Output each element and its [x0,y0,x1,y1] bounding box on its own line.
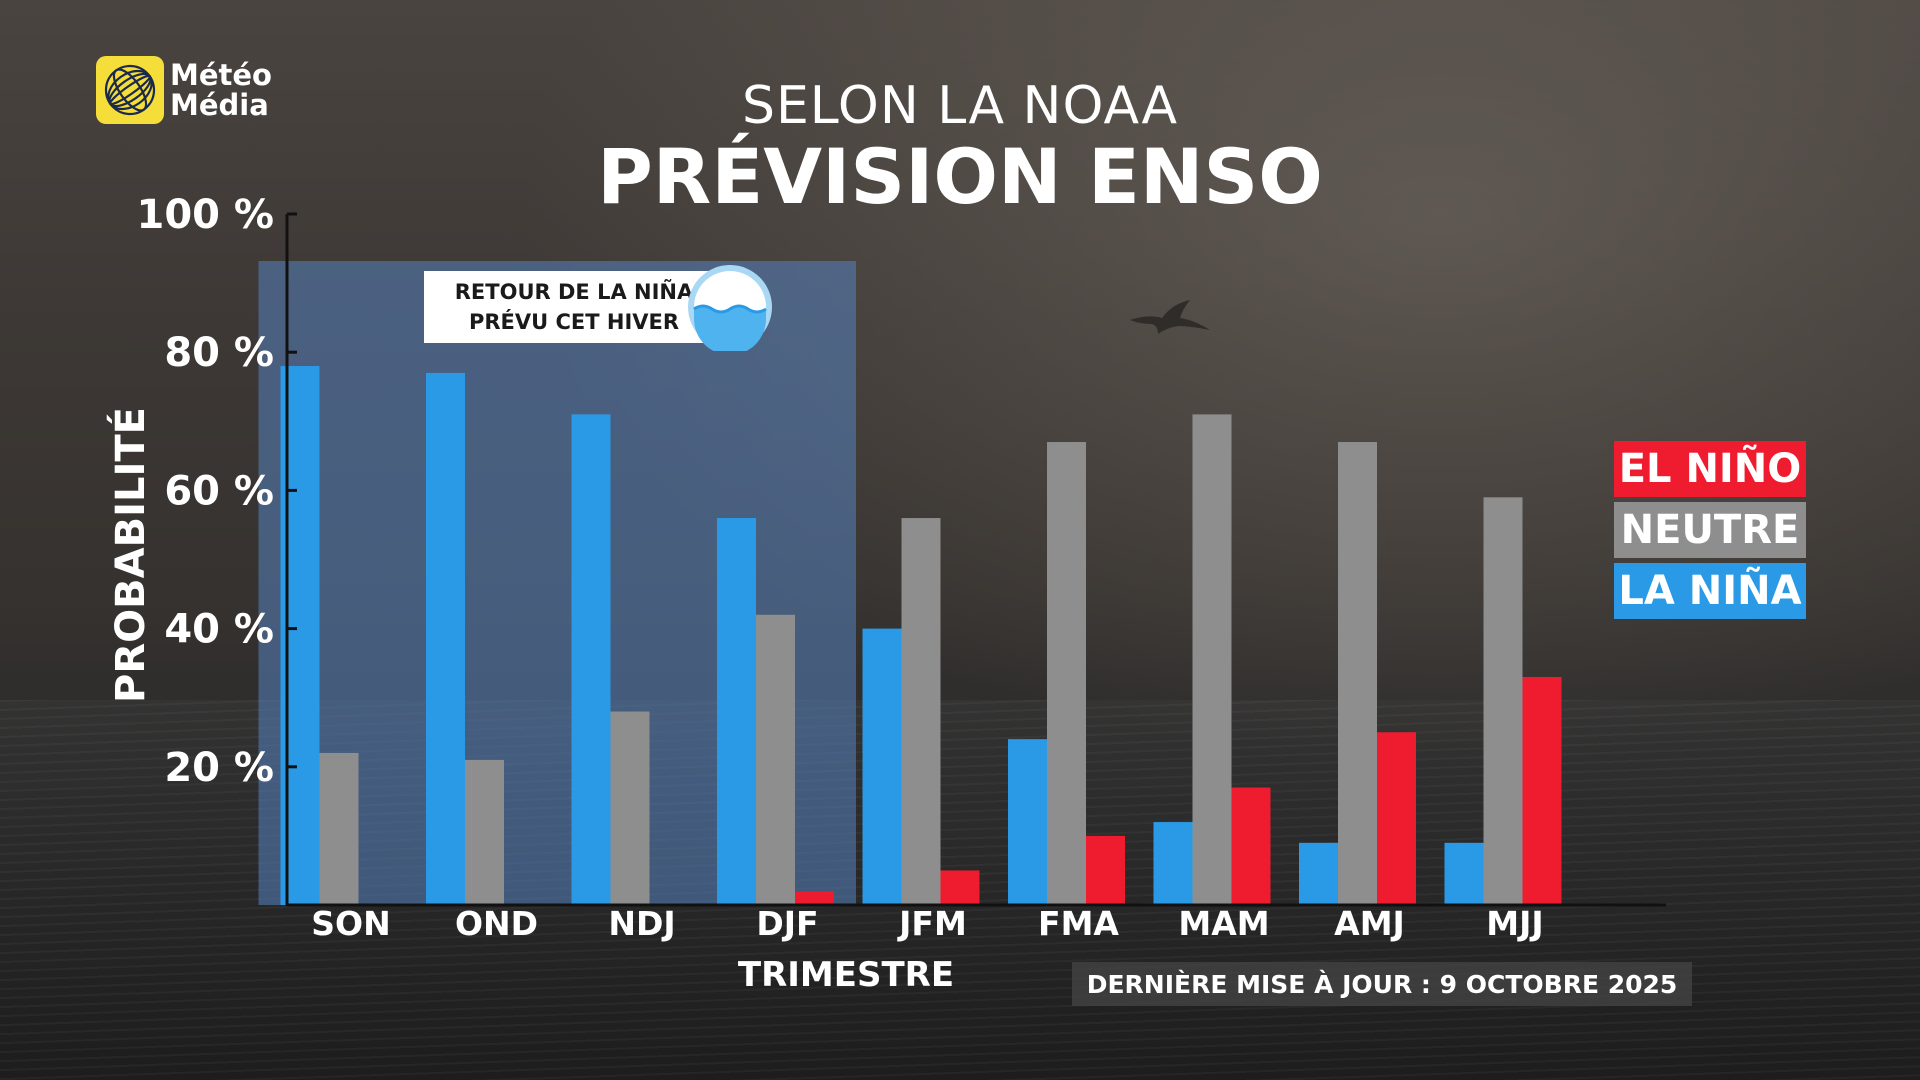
bar-neutre-fma [1047,442,1086,905]
brand-logo: Météo Média [96,56,272,124]
legend-neutre: NEUTRE [1614,502,1806,558]
bar-neutre-djf [756,614,795,905]
x-tick-label-son: SON [311,904,390,943]
bar-la-ni-a-ond [426,372,465,905]
callout-line-2: PRÉVU CET HIVER [468,310,680,334]
x-tick-label-mjj: MJJ [1486,904,1543,943]
legend-la-nina: LA NIÑA [1614,563,1806,619]
bar-el-ni-o-amj [1377,732,1416,905]
x-tick-label-amj: AMJ [1334,904,1405,943]
bar-la-ni-a-djf [717,518,756,905]
y-tick-label-40: 40 % [164,607,274,653]
y-axis-title: PROBABILITÉ [106,407,154,703]
seagull-silhouette [1130,300,1210,334]
brand-line-2: Média [170,88,269,122]
y-tick-label-80: 80 % [164,330,274,376]
bar-el-ni-o-jfm [940,870,980,905]
y-tick-label-100: 100 % [137,192,275,238]
bar-el-ni-o-fma [1086,835,1125,905]
bar-neutre-mam [1192,414,1232,905]
x-tick-label-ond: OND [455,904,538,943]
brand-line-1: Météo [170,58,272,92]
x-tick-label-jfm: JFM [897,904,967,943]
bar-la-ni-a-mjj [1444,842,1484,905]
chart-subtitle: SELON LA NOAA [741,76,1179,136]
bar-el-ni-o-mam [1231,787,1271,905]
legend-el-nino: EL NIÑO [1614,441,1806,497]
bar-la-ni-a-mam [1153,822,1193,905]
chart-title: PRÉVISION ENSO [597,132,1323,221]
bar-neutre-amj [1338,442,1377,905]
water-wave-icon [686,263,774,355]
x-tick-label-mam: MAM [1178,904,1269,943]
bar-neutre-jfm [901,518,941,905]
x-tick-label-fma: FMA [1038,904,1119,943]
bar-la-ni-a-ndj [571,414,611,905]
bar-el-ni-o-djf [795,891,834,905]
bar-neutre-ndj [610,711,650,905]
la-nina-callout: RETOUR DE LA NIÑA PRÉVU CET HIVER [424,271,724,343]
bar-la-ni-a-jfm [862,628,902,905]
x-axis-title: TRIMESTRE [738,955,954,995]
y-tick-label-20: 20 % [164,745,274,791]
bar-el-ni-o-mjj [1522,676,1562,905]
x-tick-label-ndj: NDJ [608,904,675,943]
y-tick-label-60: 60 % [164,468,274,514]
bar-la-ni-a-fma [1008,739,1047,905]
brand-wordmark: Météo Média [170,60,272,120]
chart-legend: EL NIÑO NEUTRE LA NIÑA [1614,441,1806,624]
last-update-note: DERNIÈRE MISE À JOUR : 9 OCTOBRE 2025 [1072,962,1692,1006]
bar-la-ni-a-amj [1299,842,1338,905]
bar-neutre-ond [465,759,504,905]
globe-icon [96,56,164,124]
callout-line-1: RETOUR DE LA NIÑA [454,280,694,304]
bar-neutre-son [319,752,359,905]
bar-neutre-mjj [1483,497,1523,905]
x-tick-label-djf: DJF [756,904,818,943]
